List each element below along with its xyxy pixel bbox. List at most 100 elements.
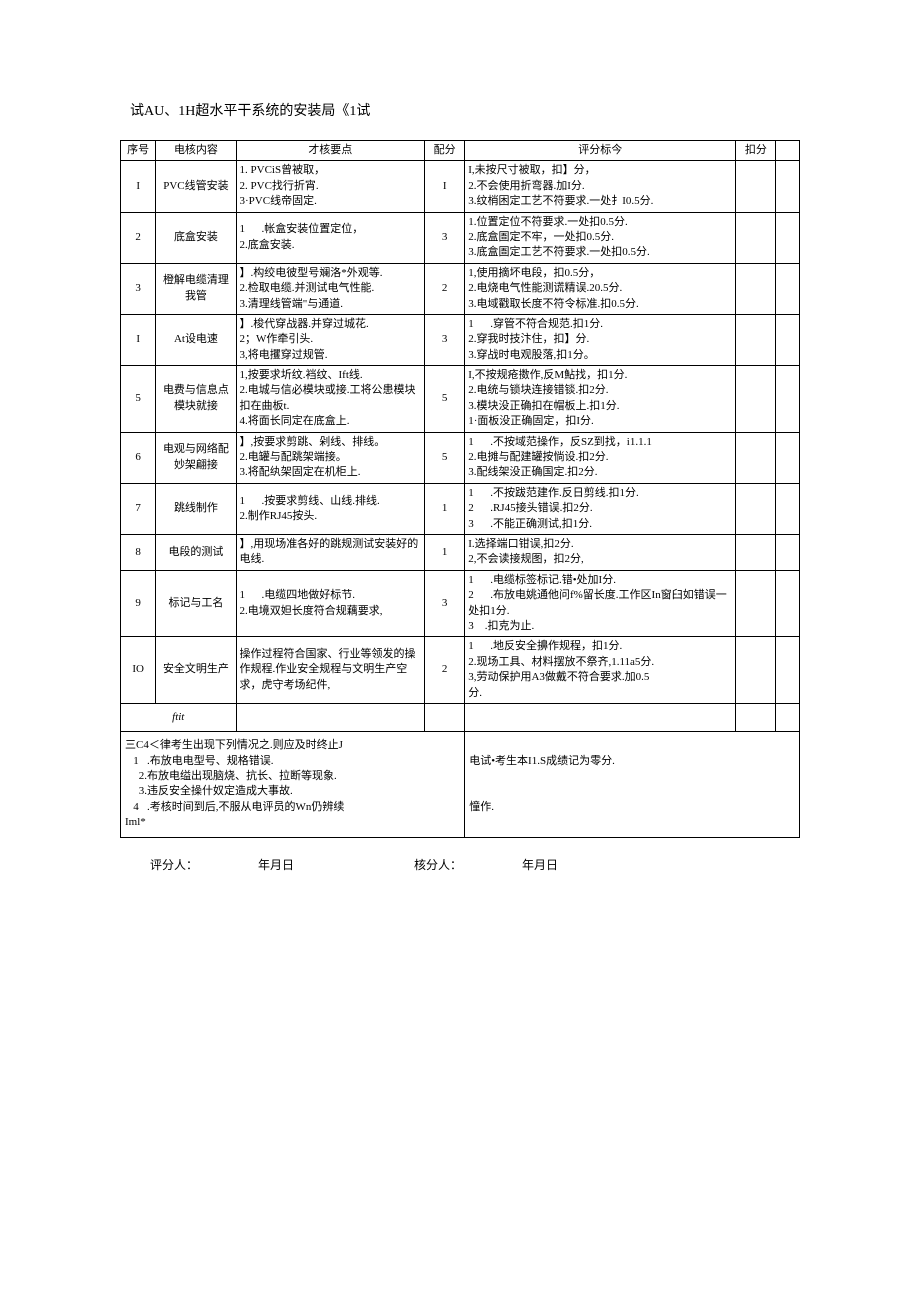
doc-title: 试AU、1H超水平干系统的安装局《1试 — [120, 100, 800, 120]
cell-criteria: 1 .穿管不符合规范.扣1分.2.穿我时技汴住，扣】分.3.穿战时电观股落,扣1… — [465, 314, 736, 365]
sum-label: ftit — [121, 703, 237, 731]
table-row: IAt设电速】.梭代穿战器.并穿过城花.2；W作牵引头.3,将电攫穿过规管.31… — [121, 314, 800, 365]
header-seq: 序号 — [121, 141, 156, 161]
cell-criteria: I,未按尺寸被取，扣】分，2.不会使用折弯器.加I分.3.纹梢困定工艺不符要求.… — [465, 161, 736, 212]
cell-content: 标记与工名 — [156, 570, 236, 637]
table-row: 5电费与信息点模块就接1,按要求圻纹.裆纹、Ift线.2.电城与信必模块或接.工… — [121, 366, 800, 433]
table-row: IO安全文明生产操作过程符合国家、行业等领发的操作规程.作业安全规程与文明生产空… — [121, 637, 800, 704]
header-score: 配分 — [425, 141, 465, 161]
cell-deduct — [736, 637, 776, 704]
sum-row: ftit — [121, 703, 800, 731]
cell-deduct — [736, 432, 776, 483]
cell-seq: 6 — [121, 432, 156, 483]
cell-points: 1 .帐盒安装位置定位，2.底盒安装. — [236, 212, 425, 263]
header-criteria: 评分标今 — [465, 141, 736, 161]
cell-criteria: 1 .电缆标签标记.错•处加I分.2 .布放电姚通他问f%留长度.工作区In窗臼… — [465, 570, 736, 637]
sum-score — [425, 703, 465, 731]
cell-content: 安全文明生产 — [156, 637, 236, 704]
cell-seq: 3 — [121, 263, 156, 314]
cell-points: 1 .电缆四地做好标节.2.电境双妲长度符合规藕要求, — [236, 570, 425, 637]
notes-row: 三C4＜律考生出现下列情况之.则应及时终止J 1 .布放电电型号、规格错误. 2… — [121, 732, 800, 837]
cell-deduct — [736, 314, 776, 365]
cell-score: I — [425, 161, 465, 212]
cell-criteria: 1 .不按跋范建作.反日剪线.扣1分.2 .RJ45接头错误.扣2分.3 .不能… — [465, 483, 736, 534]
cell-extra — [776, 263, 800, 314]
header-row: 序号 电核内容 才核要点 配分 评分标今 扣分 — [121, 141, 800, 161]
table-row: 7跳线制作1 .按要求剪线、山线.排线.2.制作RJ45按头.11 .不按跋范建… — [121, 483, 800, 534]
cell-score: 3 — [425, 570, 465, 637]
cell-extra — [776, 212, 800, 263]
cell-content: At设电速 — [156, 314, 236, 365]
cell-deduct — [736, 570, 776, 637]
cell-deduct — [736, 534, 776, 570]
checker-label: 核分人： — [414, 856, 462, 873]
cell-extra — [776, 637, 800, 704]
cell-points: 1. PVCiS曾被取，2. PVC找行折宵.3·PVC线帝固定. — [236, 161, 425, 212]
cell-extra — [776, 432, 800, 483]
cell-points: 】.梭代穿战器.并穿过城花.2；W作牵引头.3,将电攫穿过规管. — [236, 314, 425, 365]
cell-extra — [776, 483, 800, 534]
sum-extra — [776, 703, 800, 731]
notes-right: 电试•考生本I1.S成绩记为零分.憧作. — [465, 732, 800, 837]
header-points: 才核要点 — [236, 141, 425, 161]
cell-seq: 9 — [121, 570, 156, 637]
cell-points: 】,按要求剪跳、剁线、排线。2.电罐与配跳架端接。3.将配纨架固定在机柜上. — [236, 432, 425, 483]
sum-points — [236, 703, 425, 731]
cell-points: 1,按要求圻纹.裆纹、Ift线.2.电城与信必模块或接.工将公患模块扣在曲板t.… — [236, 366, 425, 433]
cell-content: 底盒安装 — [156, 212, 236, 263]
cell-score: 2 — [425, 637, 465, 704]
cell-seq: I — [121, 314, 156, 365]
cell-extra — [776, 366, 800, 433]
cell-seq: 2 — [121, 212, 156, 263]
sign-line: 评分人： 年月日 核分人： 年月日 — [120, 856, 800, 873]
cell-score: 1 — [425, 483, 465, 534]
cell-criteria: I,不按规疮擞作,反M鮎找，扣1分.2.电统与锁块连接错锬.扣2分.3.模块没正… — [465, 366, 736, 433]
reviewer-label: 评分人： — [150, 856, 198, 873]
cell-deduct — [736, 212, 776, 263]
cell-seq: 7 — [121, 483, 156, 534]
cell-seq: 8 — [121, 534, 156, 570]
cell-points: 】.构绞电彼型号斓洛*外观等.2.检取电缆.并测试电气性能.3.清理线管端"与通… — [236, 263, 425, 314]
table-row: 3橙解电缆清理我管】.构绞电彼型号斓洛*外观等.2.检取电缆.并测试电气性能.3… — [121, 263, 800, 314]
header-extra — [776, 141, 800, 161]
cell-extra — [776, 570, 800, 637]
cell-score: 5 — [425, 432, 465, 483]
cell-extra — [776, 161, 800, 212]
cell-points: 1 .按要求剪线、山线.排线.2.制作RJ45按头. — [236, 483, 425, 534]
cell-content: 橙解电缆清理我管 — [156, 263, 236, 314]
cell-points: 】,用现场准各好的跳规测试安装好的电线. — [236, 534, 425, 570]
cell-criteria: 1 .地反安全擤作规程，扣1分.2.现场工具、材料摆放不祭齐,1.11a5分.3… — [465, 637, 736, 704]
cell-score: 3 — [425, 314, 465, 365]
header-content: 电核内容 — [156, 141, 236, 161]
cell-seq: I — [121, 161, 156, 212]
cell-deduct — [736, 483, 776, 534]
cell-criteria: I.选择端口钳误,扣2分.2,不会读接规图，扣2分, — [465, 534, 736, 570]
cell-content: PVC线管安装 — [156, 161, 236, 212]
cell-criteria: 1 .不按域范操作，反SZ到找，i1.1.12.电摊与配建罐按惝设.扣2分.3.… — [465, 432, 736, 483]
cell-criteria: 1.位置定位不符要求.一处扣0.5分.2.底盒圄定不牢，一处扣0.5分.3.底盒… — [465, 212, 736, 263]
table-row: 8电段的测试】,用现场准各好的跳规测试安装好的电线.1I.选择端口钳误,扣2分.… — [121, 534, 800, 570]
table-row: IPVC线管安装1. PVCiS曾被取，2. PVC找行折宵.3·PVC线帝固定… — [121, 161, 800, 212]
sum-deduct — [736, 703, 776, 731]
cell-score: 5 — [425, 366, 465, 433]
table-row: 2底盒安装1 .帐盒安装位置定位，2.底盒安装.31.位置定位不符要求.一处扣0… — [121, 212, 800, 263]
cell-points: 操作过程符合国家、行业等领发的操作规程.作业安全规程与文明生产空求，虎守考场纪件… — [236, 637, 425, 704]
cell-content: 电费与信息点模块就接 — [156, 366, 236, 433]
cell-extra — [776, 534, 800, 570]
date2: 年月日 — [522, 856, 558, 873]
cell-score: 1 — [425, 534, 465, 570]
cell-content: 电段的测试 — [156, 534, 236, 570]
cell-seq: IO — [121, 637, 156, 704]
cell-extra — [776, 314, 800, 365]
header-deduct: 扣分 — [736, 141, 776, 161]
cell-deduct — [736, 263, 776, 314]
table-row: 9标记与工名1 .电缆四地做好标节.2.电境双妲长度符合规藕要求,31 .电缆标… — [121, 570, 800, 637]
sum-criteria — [465, 703, 736, 731]
assessment-table: 序号 电核内容 才核要点 配分 评分标今 扣分 IPVC线管安装1. PVCiS… — [120, 140, 800, 838]
cell-seq: 5 — [121, 366, 156, 433]
cell-deduct — [736, 161, 776, 212]
cell-criteria: 1,使用摘坏电段，扣0.5分，2.电烧电气性能测谎精误.20.5分.3.电域戳取… — [465, 263, 736, 314]
cell-content: 跳线制作 — [156, 483, 236, 534]
table-row: 6电观与网络配妙架翩接】,按要求剪跳、剁线、排线。2.电罐与配跳架端接。3.将配… — [121, 432, 800, 483]
date1: 年月日 — [258, 856, 294, 873]
